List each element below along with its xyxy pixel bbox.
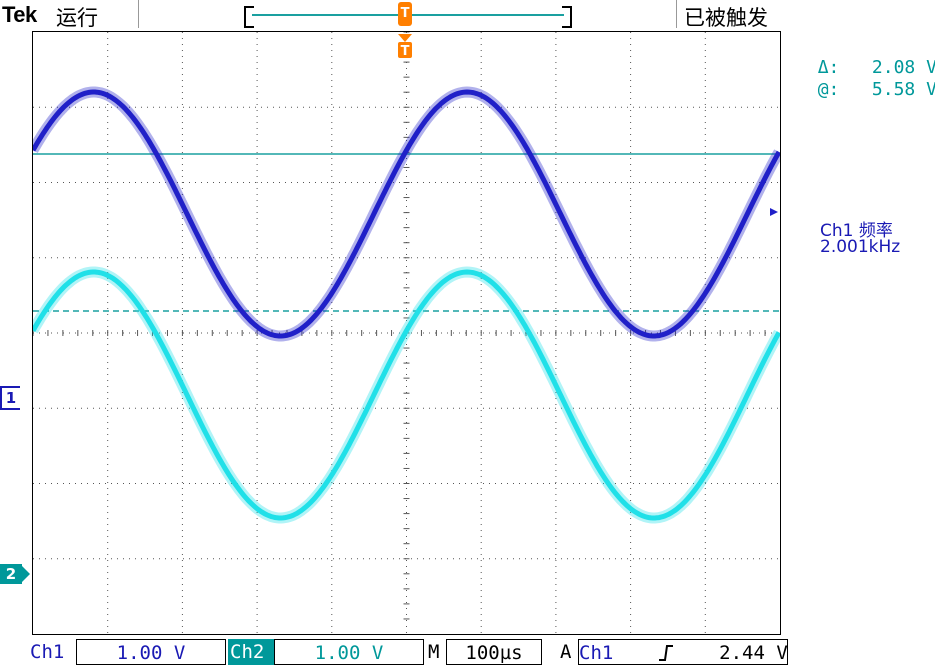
ch1-marker-label: 1 xyxy=(5,389,17,407)
trigger-status: 已被触发 xyxy=(684,6,768,30)
trigger-position-icon[interactable]: T xyxy=(398,2,412,26)
ch1-scale[interactable]: 1.00 V xyxy=(76,639,226,665)
cursor-delta-readout: Δ: 2.08 V xyxy=(796,36,935,78)
divider xyxy=(138,0,139,28)
ch2-marker-label: 2 xyxy=(5,565,17,583)
ch2-scale[interactable]: 1.00 V xyxy=(274,639,424,665)
acquisition-state: 运行 xyxy=(56,6,98,30)
trigger-level: 2.44 V xyxy=(719,642,788,664)
ch1-ground-marker[interactable]: 1 xyxy=(0,386,20,410)
divider xyxy=(676,0,677,28)
trigger-source: Ch1 xyxy=(579,642,614,664)
frequency-value: 2.001kHz xyxy=(820,237,901,257)
timebase-label: M xyxy=(428,641,440,663)
graticule xyxy=(33,32,780,634)
ch1-waveform xyxy=(33,89,780,339)
frequency-label: Ch1 频率 xyxy=(820,221,893,241)
ch2-label[interactable]: Ch2 xyxy=(228,639,274,665)
ch2-ground-marker[interactable]: 2 xyxy=(0,564,30,584)
ch1-label[interactable]: Ch1 xyxy=(30,641,65,663)
trigger-info[interactable]: Ch1 2.44 V xyxy=(578,639,788,665)
delta-value: 2.08 V xyxy=(871,57,935,78)
trigger-mode-label: A xyxy=(560,641,572,663)
bottom-status-bar: Ch1 1.00 V Ch2 1.00 V M 100µs A Ch1 2.44… xyxy=(0,636,935,668)
record-bracket-left xyxy=(244,6,254,28)
trigger-point-marker[interactable]: T xyxy=(398,34,412,59)
at-label: @: xyxy=(817,79,840,100)
trigger-slope-icon xyxy=(658,642,685,664)
ch2-marker-arrow xyxy=(22,566,30,582)
record-bracket-right xyxy=(562,6,572,28)
brand-logo: Tek xyxy=(2,2,37,27)
cursor-position-readout: @: 5.58 V xyxy=(796,58,935,100)
trigger-marker-label: T xyxy=(401,44,410,58)
delta-label: Δ: xyxy=(817,57,840,78)
ch2-waveform xyxy=(33,269,780,521)
timebase-value[interactable]: 100µs xyxy=(446,639,542,665)
at-value: 5.58 V xyxy=(871,79,935,100)
top-status-bar: Tek 运行 T 已被触发 xyxy=(0,0,935,30)
waveform-display[interactable] xyxy=(32,31,781,635)
ch1-end-arrow xyxy=(770,208,778,216)
